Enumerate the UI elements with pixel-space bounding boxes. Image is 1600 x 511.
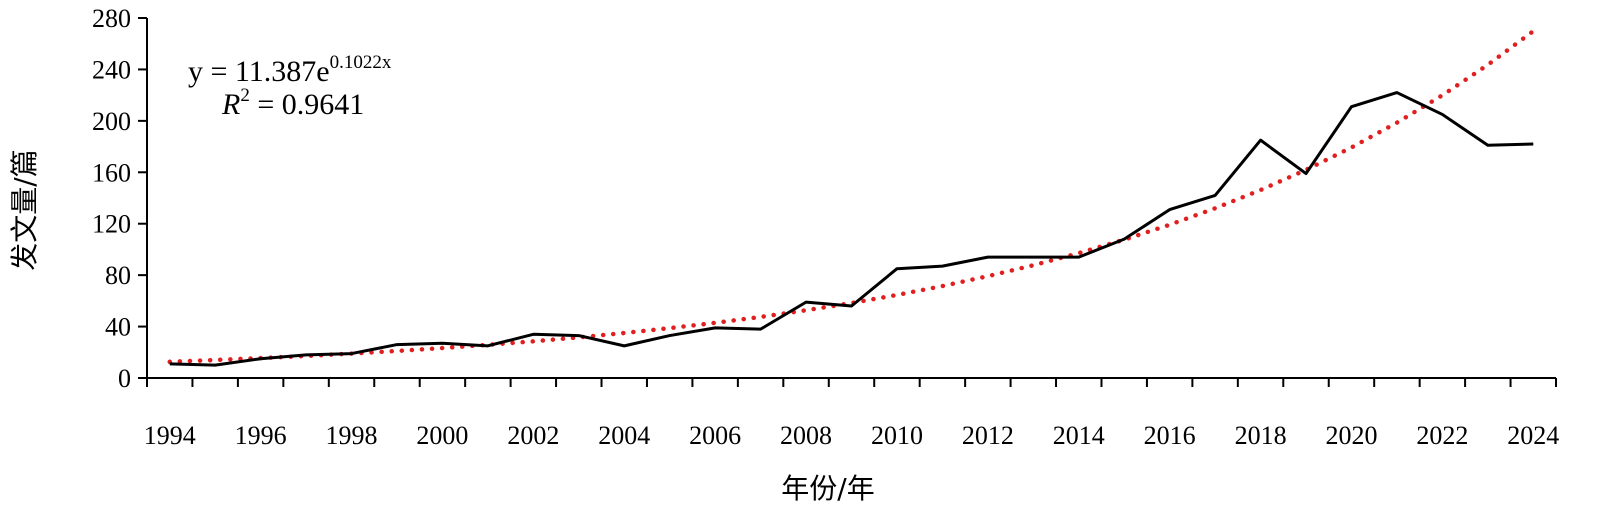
- y-tick-label: 240: [92, 55, 131, 84]
- equation-exponent: 0.1022x: [330, 52, 392, 73]
- r-squared-variable: R: [221, 88, 240, 121]
- x-tick-label: 1998: [326, 421, 378, 450]
- x-axis-title: 年份/年: [781, 472, 874, 505]
- y-tick-label: 40: [105, 313, 131, 342]
- trendline-equation-annotation: y = 11.387e0.1022x R2 = 0.9641: [188, 52, 392, 121]
- x-tick-label: 2010: [871, 421, 923, 450]
- x-tick-label: 2002: [507, 421, 559, 450]
- x-axis-ticks: 1994 1996 1998 2000 2002 2004 2006 2008 2010 2012…: [144, 378, 1559, 450]
- x-tick-label: 2004: [598, 421, 650, 450]
- y-tick-label: 280: [92, 4, 131, 33]
- x-tick-label: 2018: [1235, 421, 1287, 450]
- r-squared-label: R2 = 0.9641: [221, 85, 364, 121]
- r-squared-superscript: 2: [240, 85, 250, 106]
- x-tick-label: 2024: [1507, 421, 1559, 450]
- r-squared-value: = 0.9641: [250, 88, 364, 121]
- x-tick-label: 2022: [1416, 421, 1468, 450]
- y-tick-label: 0: [118, 364, 131, 393]
- x-tick-label: 2014: [1053, 421, 1105, 450]
- y-tick-label: 200: [92, 107, 131, 136]
- series-layer: [167, 28, 1536, 367]
- equation-base: y = 11.387e: [188, 55, 330, 88]
- x-tick-label: 2008: [780, 421, 832, 450]
- publication-count-line: [169, 91, 1534, 367]
- y-tick-label: 120: [92, 210, 131, 239]
- x-tick-label: 2016: [1144, 421, 1196, 450]
- trendline-equation: y = 11.387e0.1022x: [188, 52, 392, 88]
- y-tick-label: 160: [92, 158, 131, 187]
- x-tick-label: 1996: [235, 421, 287, 450]
- x-tick-label: 2006: [689, 421, 741, 450]
- exponential-trendline: [167, 28, 1536, 365]
- x-tick-label: 1994: [144, 421, 196, 450]
- y-axis-ticks: 0 40 80 120 160 200 240 280: [92, 4, 147, 393]
- y-tick-label: 80: [105, 261, 131, 290]
- x-tick-label: 2000: [416, 421, 468, 450]
- x-tick-label: 2012: [962, 421, 1014, 450]
- x-tick-label: 2020: [1325, 421, 1377, 450]
- y-axis-title: 发文量/篇: [8, 149, 41, 270]
